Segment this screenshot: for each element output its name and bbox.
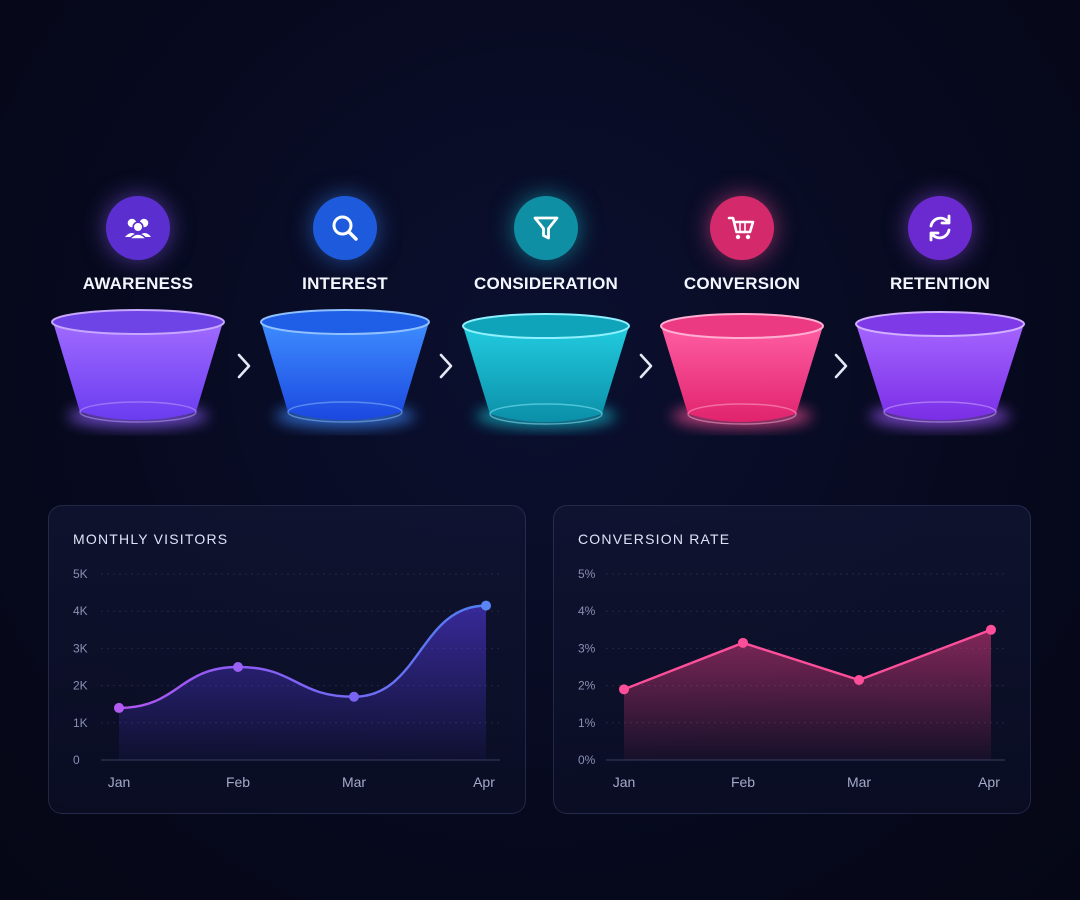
funnel-cup (51, 309, 225, 428)
conversion-rate-card: CONVERSION RATE 0% 1% 2% 3% 4% 5% Jan Feb Mar Apr (553, 505, 1031, 814)
x-tick-label: Feb (226, 774, 250, 790)
funnel-cup (462, 313, 630, 428)
chevron-right-icon (439, 353, 453, 379)
monthly-visitors-card: MONTHLY VISITORS 0 1K 2K 3K 4K 5K Jan Feb Mar Apr (48, 505, 526, 814)
stage-label: CONSIDERATION (474, 274, 618, 293)
search-icon (332, 215, 358, 241)
stage-label: CONVERSION (683, 274, 801, 293)
series-line (118, 604, 487, 710)
y-tick-label: 4% (578, 604, 596, 618)
stage-label: RETENTION (889, 274, 991, 293)
data-point[interactable] (349, 691, 359, 702)
cart-icon (727, 216, 755, 240)
y-tick-label: 5% (578, 567, 596, 581)
stage-interest[interactable]: INTEREST (245, 190, 445, 440)
y-tick-label: 0 (73, 753, 80, 767)
stage-icon-badge (710, 196, 774, 260)
stage-icon-badge (313, 196, 377, 260)
y-tick-label: 0% (578, 753, 596, 767)
x-tick-label: Mar (847, 774, 871, 790)
stage-consideration[interactable]: CONSIDERATION (446, 190, 646, 440)
data-point[interactable] (854, 675, 864, 686)
stage-icon-badge (514, 196, 578, 260)
y-tick-label: 1K (73, 716, 88, 730)
series-area (624, 629, 991, 760)
stage-icon-badge (908, 196, 972, 260)
funnel-cup (660, 313, 824, 428)
data-point[interactable] (986, 624, 996, 635)
x-tick-label: Jan (108, 774, 131, 790)
y-tick-label: 5K (73, 567, 88, 581)
funnel-cup (855, 311, 1025, 428)
y-tick-label: 3K (73, 641, 88, 655)
stage-conversion[interactable]: CONVERSION (642, 190, 842, 440)
chart-title: MONTHLY VISITORS (73, 531, 229, 547)
data-point[interactable] (114, 702, 124, 713)
y-tick-label: 1% (578, 716, 596, 730)
y-tick-label: 2% (578, 679, 596, 693)
data-point[interactable] (738, 637, 748, 648)
x-tick-label: Jan (613, 774, 636, 790)
x-tick-label: Apr (473, 774, 495, 790)
monthly-visitors-chart: 0 1K 2K 3K 4K 5K Jan Feb Mar Apr (73, 567, 500, 790)
x-tick-label: Mar (342, 774, 366, 790)
chart-title: CONVERSION RATE (578, 531, 731, 547)
funnel-cup (260, 309, 430, 428)
conversion-rate-chart: 0% 1% 2% 3% 4% 5% Jan Feb Mar Apr (578, 567, 1005, 790)
chevron-right-icon (834, 353, 848, 379)
refresh-icon (929, 214, 951, 242)
data-point[interactable] (233, 662, 243, 672)
stage-retention[interactable]: RETENTION (840, 190, 1040, 440)
x-tick-label: Feb (731, 774, 755, 790)
series-area (119, 605, 486, 760)
people-icon (125, 218, 151, 240)
y-tick-label: 2K (73, 679, 88, 693)
stage-label: INTEREST (302, 274, 388, 293)
y-tick-label: 3% (578, 641, 596, 655)
y-tick-label: 4K (73, 604, 88, 618)
filter-icon (533, 216, 559, 240)
stage-awareness[interactable]: AWARENESS (38, 190, 238, 440)
series-line (623, 628, 992, 691)
data-point[interactable] (619, 684, 629, 695)
data-point[interactable] (481, 600, 491, 611)
stage-icon-badge (106, 196, 170, 260)
x-tick-label: Apr (978, 774, 1000, 790)
chevron-right-icon (639, 353, 653, 379)
stage-label: AWARENESS (82, 274, 194, 293)
chevron-right-icon (237, 353, 251, 379)
